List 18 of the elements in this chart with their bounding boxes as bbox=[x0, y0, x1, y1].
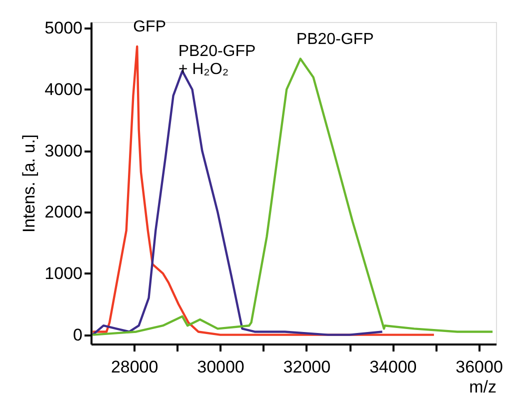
series-label: GFP bbox=[133, 18, 166, 36]
y-tick-label: 5000 bbox=[44, 18, 82, 38]
y-tick-label: 4000 bbox=[44, 80, 82, 99]
x-tick-label: 30000 bbox=[197, 358, 244, 376]
x-tick-label: 36000 bbox=[456, 358, 503, 376]
line-series bbox=[92, 45, 436, 336]
y-tick-label: 1000 bbox=[44, 264, 82, 283]
line-series bbox=[92, 58, 494, 336]
y-tick-label: 0 bbox=[73, 325, 82, 344]
x-tick-label: 34000 bbox=[369, 358, 417, 376]
x-tick-label: 28000 bbox=[110, 358, 158, 376]
y-axis-title: Intens. [a. u.] bbox=[20, 134, 39, 233]
x-axis-title: m/z bbox=[469, 378, 496, 396]
x-tick-label: 32000 bbox=[283, 358, 331, 376]
series-label: PB20-GFP + H₂O₂ bbox=[178, 43, 256, 78]
y-tick-label: 3000 bbox=[44, 141, 82, 160]
series-label: PB20-GFP bbox=[296, 30, 374, 48]
y-tick-label: 2000 bbox=[44, 202, 82, 222]
